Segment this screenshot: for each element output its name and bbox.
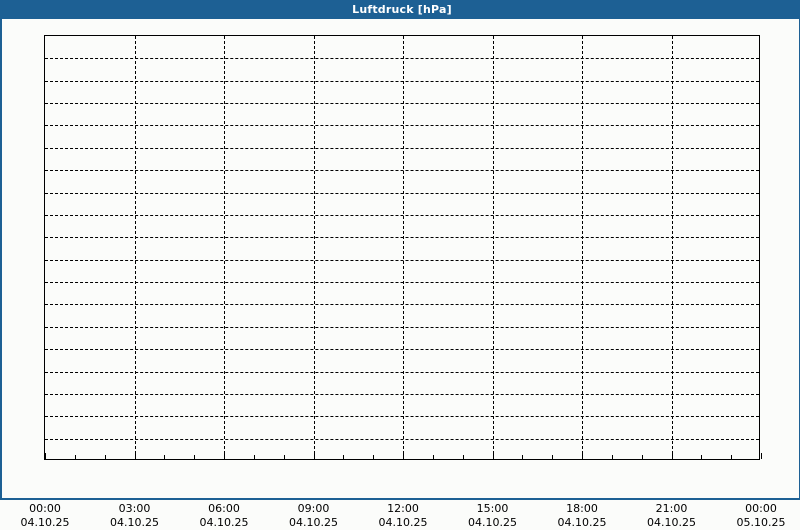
x-axis-minor-tick [283, 455, 285, 459]
gridline-horizontal [45, 304, 759, 306]
gridline-vertical [492, 36, 494, 459]
x-axis-tick-mark [671, 453, 673, 459]
gridline-horizontal [45, 259, 759, 261]
x-axis-tick-label: 03:00 04.10.25 [110, 502, 159, 530]
x-axis-tick-date: 04.10.25 [468, 516, 517, 529]
x-axis-tick-date: 04.10.25 [110, 516, 159, 529]
gridline-horizontal [45, 58, 759, 60]
gridline-vertical [313, 36, 315, 459]
x-axis-minor-tick [253, 455, 255, 459]
gridline-horizontal [45, 282, 759, 284]
x-axis-tick-date: 04.10.25 [557, 516, 607, 529]
x-axis-minor-tick [522, 455, 524, 459]
x-axis-tick-label: 09:00 04.10.25 [289, 502, 338, 530]
x-axis-tick-time: 21:00 [655, 502, 688, 515]
gridline-vertical [671, 36, 673, 459]
x-axis-minor-tick [462, 455, 464, 459]
x-axis-tick-mark [582, 453, 583, 459]
x-axis-minor-tick [641, 455, 643, 459]
x-axis-tick-time: 00:00 [745, 502, 777, 515]
x-axis-minor-tick [74, 455, 76, 459]
window-titlebar: Luftdruck [hPa] [2, 0, 800, 19]
x-axis-tick-date: 04.10.25 [647, 516, 696, 529]
x-axis-tick-mark [492, 453, 494, 459]
x-axis-minor-tick [701, 455, 703, 459]
x-axis-tick-label: 15:00 04.10.25 [468, 502, 517, 530]
gridline-horizontal [45, 326, 759, 328]
x-axis-tick-date: 04.10.25 [378, 516, 428, 529]
x-axis-tick-mark [761, 453, 762, 459]
page-title: Luftdruck [hPa] [352, 3, 452, 16]
gridline-vertical [403, 36, 404, 459]
gridline-horizontal [45, 214, 759, 216]
x-axis-tick-label: 00:00 04.10.25 [21, 502, 70, 530]
x-axis-tick-mark [313, 453, 315, 459]
gridline-horizontal [45, 393, 759, 395]
gridline-horizontal [45, 416, 759, 418]
gridline-vertical [134, 36, 136, 459]
x-axis-tick-label: 06:00 04.10.25 [200, 502, 249, 530]
x-axis-minor-tick [194, 455, 196, 459]
gridline-horizontal [45, 349, 759, 351]
gridline-horizontal [45, 125, 759, 127]
x-axis-tick-label: 21:00 04.10.25 [647, 502, 696, 530]
gridline-horizontal [45, 192, 759, 194]
x-axis-tick-label: 00:00 05.10.25 [737, 502, 786, 530]
x-axis-tick-mark [134, 453, 136, 459]
gridline-horizontal [45, 80, 759, 82]
gridline-vertical [224, 36, 225, 459]
x-axis-tick-label: 12:00 04.10.25 [379, 502, 428, 530]
gridline-horizontal [45, 170, 759, 172]
gridline-horizontal [45, 438, 759, 440]
plot-area: 1.0251.0201.0151.0101.0051.0009959909859… [21, 35, 785, 529]
x-axis-minor-tick [611, 455, 613, 459]
x-axis-tick-time: 06:00 [208, 502, 240, 515]
x-axis-tick-date: 04.10.25 [289, 516, 338, 529]
x-axis-tick-time: 18:00 [566, 502, 598, 515]
x-axis-minor-tick [731, 455, 733, 459]
x-axis-minor-tick [373, 455, 375, 459]
gridline-horizontal [45, 103, 759, 105]
gridline-vertical [582, 36, 583, 459]
x-axis-tick-time: 15:00 [476, 502, 509, 515]
x-axis-tick-mark [224, 453, 225, 459]
x-axis-tick-date: 04.10.25 [20, 516, 70, 529]
x-axis-tick-time: 03:00 [118, 502, 151, 515]
x-axis-tick-date: 05.10.25 [736, 516, 786, 529]
x-axis-tick-time: 00:00 [29, 502, 61, 515]
x-axis-tick-mark [403, 453, 404, 459]
x-axis-minor-tick [164, 455, 166, 459]
x-axis-minor-tick [552, 455, 554, 459]
gridline-horizontal [45, 237, 759, 239]
x-axis-minor-tick [104, 455, 106, 459]
x-axis-minor-tick [343, 455, 345, 459]
x-axis-tick-mark [45, 453, 46, 459]
x-axis-tick-time: 12:00 [387, 502, 419, 515]
x-axis-tick-time: 09:00 [297, 502, 330, 515]
x-axis-tick-date: 04.10.25 [199, 516, 249, 529]
gridline-horizontal [45, 371, 759, 373]
gridline-horizontal [45, 147, 759, 149]
x-axis-minor-tick [432, 455, 434, 459]
x-axis-tick-label: 18:00 04.10.25 [558, 502, 607, 530]
